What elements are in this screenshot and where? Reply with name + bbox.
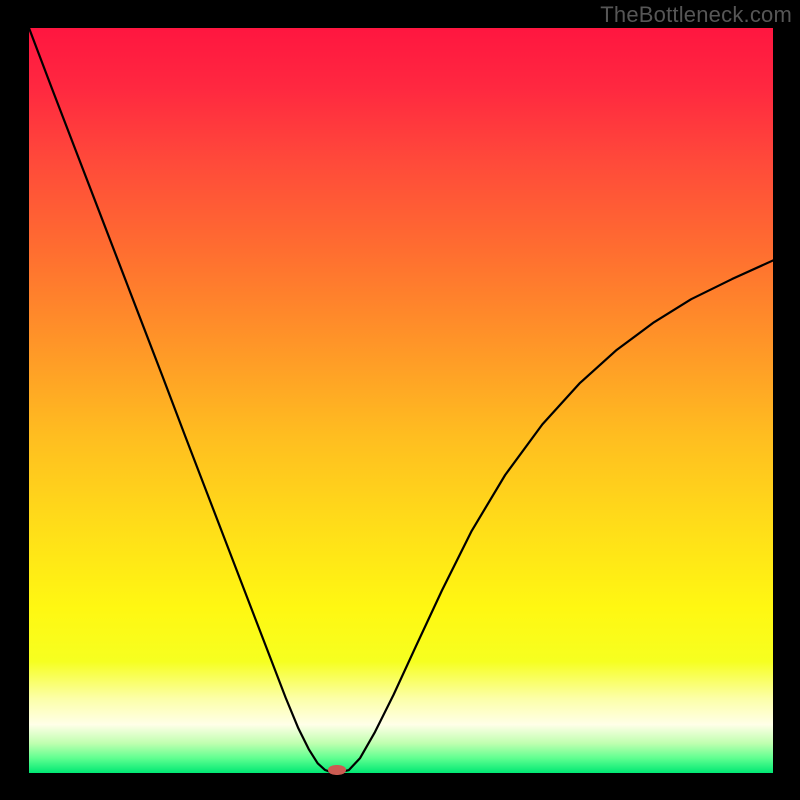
chart-frame: TheBottleneck.com [0,0,800,800]
watermark-text: TheBottleneck.com [600,2,792,28]
optimal-point-marker [328,765,346,775]
bottleneck-curve-plot [29,28,773,773]
